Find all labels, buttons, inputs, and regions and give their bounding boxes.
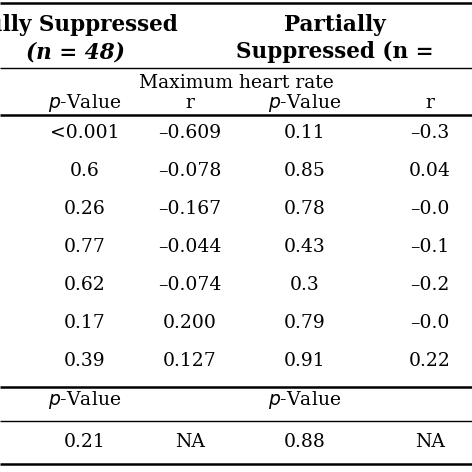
Text: Maximum heart rate: Maximum heart rate xyxy=(139,74,333,92)
Text: Partially: Partially xyxy=(284,14,386,36)
Text: NA: NA xyxy=(415,433,445,451)
Text: 0.91: 0.91 xyxy=(284,352,326,370)
Text: 0.11: 0.11 xyxy=(284,124,326,142)
Text: (n = 48): (n = 48) xyxy=(25,41,125,63)
Text: NA: NA xyxy=(175,433,205,451)
Text: 0.127: 0.127 xyxy=(163,352,217,370)
Text: –0.078: –0.078 xyxy=(158,162,222,180)
Text: 0.200: 0.200 xyxy=(163,314,217,332)
Text: 0.17: 0.17 xyxy=(64,314,106,332)
Text: –0.3: –0.3 xyxy=(410,124,450,142)
Text: 0.21: 0.21 xyxy=(64,433,106,451)
Text: 0.85: 0.85 xyxy=(284,162,326,180)
Text: –0.0: –0.0 xyxy=(410,314,450,332)
Text: <0.001: <0.001 xyxy=(50,124,120,142)
Text: Fully Suppressed: Fully Suppressed xyxy=(0,14,178,36)
Text: –0.074: –0.074 xyxy=(158,276,222,294)
Text: 0.22: 0.22 xyxy=(409,352,451,370)
Text: –0.167: –0.167 xyxy=(159,200,221,218)
Text: –0.1: –0.1 xyxy=(410,238,450,256)
Text: 0.88: 0.88 xyxy=(284,433,326,451)
Text: $p$-Value: $p$-Value xyxy=(269,389,342,411)
Text: 0.62: 0.62 xyxy=(64,276,106,294)
Text: 0.79: 0.79 xyxy=(284,314,326,332)
Text: –0.2: –0.2 xyxy=(410,276,450,294)
Text: 0.39: 0.39 xyxy=(64,352,106,370)
Text: $p$-Value: $p$-Value xyxy=(49,389,122,411)
Text: 0.78: 0.78 xyxy=(284,200,326,218)
Text: 0.26: 0.26 xyxy=(64,200,106,218)
Text: –0.609: –0.609 xyxy=(159,124,221,142)
Text: 0.77: 0.77 xyxy=(64,238,106,256)
Text: 0.04: 0.04 xyxy=(409,162,451,180)
Text: –0.044: –0.044 xyxy=(158,238,222,256)
Text: 0.6: 0.6 xyxy=(70,162,100,180)
Text: 0.3: 0.3 xyxy=(290,276,320,294)
Text: 0.43: 0.43 xyxy=(284,238,326,256)
Text: r: r xyxy=(185,94,194,112)
Text: –0.0: –0.0 xyxy=(410,200,450,218)
Text: r: r xyxy=(426,94,434,112)
Text: $p$-Value: $p$-Value xyxy=(49,92,122,114)
Text: $p$-Value: $p$-Value xyxy=(269,92,342,114)
Text: Suppressed (n =: Suppressed (n = xyxy=(236,41,434,63)
